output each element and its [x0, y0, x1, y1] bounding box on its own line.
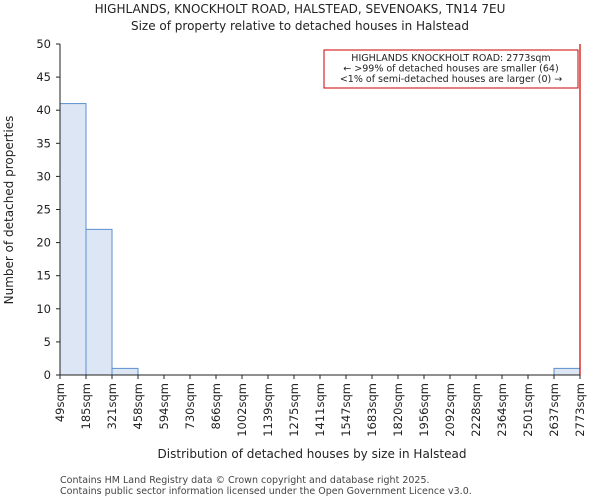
- x-tick-label-321sqm: 321sqm: [105, 383, 119, 429]
- annotation-box: HIGHLANDS KNOCKHOLT ROAD: 2773sqm← >99% …: [323, 49, 579, 89]
- x-tick-label-1956sqm: 1956sqm: [417, 383, 431, 437]
- x-tick-label-458sqm: 458sqm: [131, 383, 145, 429]
- bar-2637sqm: [553, 367, 581, 376]
- footer-line-2: Contains public sector information licen…: [60, 486, 472, 497]
- annotation-frame: [323, 49, 579, 89]
- y-tick-label-5: 5: [44, 335, 51, 349]
- bar-185sqm: [85, 228, 113, 376]
- x-tick-label-730sqm: 730sqm: [183, 383, 197, 429]
- footer-line-1: Contains HM Land Registry data © Crown c…: [60, 475, 430, 486]
- x-tick-label-2228sqm: 2228sqm: [469, 383, 483, 437]
- y-tick-label-30: 30: [36, 169, 51, 183]
- y-tick-label-45: 45: [36, 70, 51, 84]
- x-tick-label-2637sqm: 2637sqm: [547, 383, 561, 437]
- x-tick-label-2364sqm: 2364sqm: [495, 383, 509, 437]
- y-tick-label-0: 0: [44, 368, 51, 382]
- y-axis: 0 5 10 15 20 25 30 35 40 45 50: [36, 37, 61, 382]
- x-tick-label-1411sqm: 1411sqm: [313, 383, 327, 437]
- y-axis-label: Number of detached properties: [2, 116, 16, 305]
- x-tick-label-2773sqm: 2773sqm: [573, 383, 587, 437]
- x-tick-label-2501sqm: 2501sqm: [521, 383, 535, 437]
- y-tick-label-20: 20: [36, 236, 51, 250]
- x-tick-label-2092sqm: 2092sqm: [443, 383, 457, 437]
- chart-title: HIGHLANDS, KNOCKHOLT ROAD, HALSTEAD, SEV…: [95, 2, 506, 16]
- y-tick-label-15: 15: [36, 269, 51, 283]
- x-axis-label: Distribution of detached houses by size …: [158, 447, 467, 461]
- bar-49sqm: [59, 103, 87, 376]
- y-tick-label-10: 10: [36, 302, 51, 316]
- bars-group: [59, 103, 581, 376]
- annotation-line-3: <1% of semi-detached houses are larger (…: [340, 74, 562, 85]
- x-tick-label-594sqm: 594sqm: [157, 383, 171, 429]
- annotation-line-2: ← >99% of detached houses are smaller (6…: [343, 64, 558, 75]
- x-tick-label-1547sqm: 1547sqm: [339, 383, 353, 437]
- x-axis: 49sqm 185sqm 321sqm 458sqm 594sqm 730sqm 866sq…: [53, 374, 587, 437]
- y-tick-label-35: 35: [36, 136, 51, 150]
- x-tick-label-185sqm: 185sqm: [79, 383, 93, 429]
- y-tick-label-25: 25: [36, 203, 51, 217]
- bar-321sqm: [111, 367, 139, 376]
- y-tick-label-50: 50: [36, 37, 51, 51]
- x-tick-label-1820sqm: 1820sqm: [391, 383, 405, 437]
- annotation-line-1: HIGHLANDS KNOCKHOLT ROAD: 2773sqm: [351, 53, 550, 64]
- x-tick-label-866sqm: 866sqm: [209, 383, 223, 429]
- x-tick-label-49sqm: 49sqm: [53, 383, 67, 422]
- chart-subtitle: Size of property relative to detached ho…: [131, 19, 469, 33]
- x-tick-label-1275sqm: 1275sqm: [287, 383, 301, 437]
- x-tick-label-1002sqm: 1002sqm: [235, 383, 249, 437]
- x-tick-label-1683sqm: 1683sqm: [365, 383, 379, 437]
- y-tick-label-40: 40: [36, 103, 51, 117]
- x-tick-label-1139sqm: 1139sqm: [261, 383, 275, 437]
